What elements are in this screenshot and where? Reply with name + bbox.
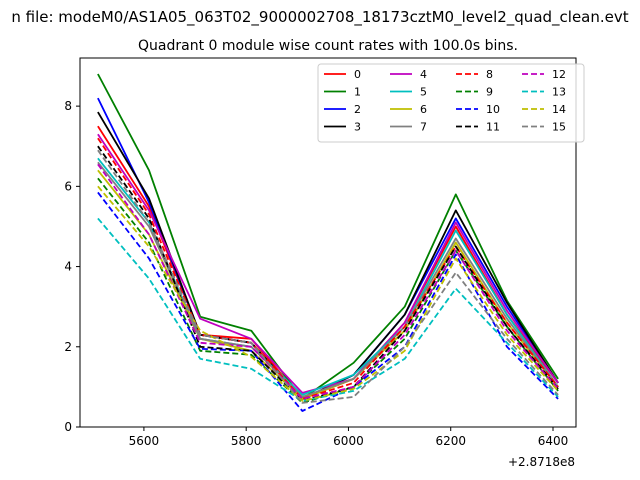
legend-label-8: 8 [486, 68, 493, 81]
legend-label-13: 13 [552, 86, 566, 99]
series-line-1 [97, 73, 559, 400]
x-tick-label: 5600 [129, 434, 160, 448]
legend-label-10: 10 [486, 103, 500, 116]
legend-label-14: 14 [552, 103, 566, 116]
series-line-4 [97, 133, 559, 394]
series-line-9 [97, 177, 559, 404]
y-tick-label: 4 [64, 260, 72, 274]
legend-label-3: 3 [354, 121, 361, 134]
series-line-10 [97, 191, 559, 412]
legend-label-2: 2 [354, 103, 361, 116]
figure-suptitle: n file: modeM0/AS1A05_063T02_9000002708_… [11, 8, 628, 27]
legend-label-1: 1 [354, 86, 361, 99]
plot-lines [97, 73, 559, 412]
x-tick-label: 6400 [538, 434, 569, 448]
legend-label-5: 5 [420, 86, 427, 99]
series-line-8 [97, 137, 559, 400]
y-tick-label: 8 [64, 99, 72, 113]
legend-label-9: 9 [486, 86, 493, 99]
legend-label-15: 15 [552, 121, 566, 134]
legend-label-12: 12 [552, 68, 566, 81]
x-offset-label: +2.8718e8 [508, 455, 575, 469]
series-line-12 [97, 163, 559, 400]
legend-label-0: 0 [354, 68, 361, 81]
legend-box [317, 63, 585, 143]
legend-label-4: 4 [420, 68, 427, 81]
chart-title: Quadrant 0 module wise count rates with … [138, 38, 518, 54]
x-tick-label: 5800 [231, 434, 262, 448]
y-tick-label: 2 [64, 340, 72, 354]
legend-label-7: 7 [420, 121, 427, 134]
series-line-13 [97, 217, 559, 402]
legend-label-6: 6 [420, 103, 427, 116]
series-line-11 [97, 145, 559, 402]
y-tick-label: 6 [64, 179, 72, 193]
legend-label-11: 11 [486, 121, 500, 134]
series-line-15 [97, 149, 559, 404]
axes: 5600 5800 6000 6200 6400 0 2 4 6 8 [64, 57, 577, 448]
series-line-14 [97, 185, 559, 402]
y-tick-label: 0 [64, 420, 72, 434]
x-tick-label: 6000 [333, 434, 364, 448]
plot-frame [79, 57, 577, 428]
x-tick-label: 6200 [435, 434, 466, 448]
